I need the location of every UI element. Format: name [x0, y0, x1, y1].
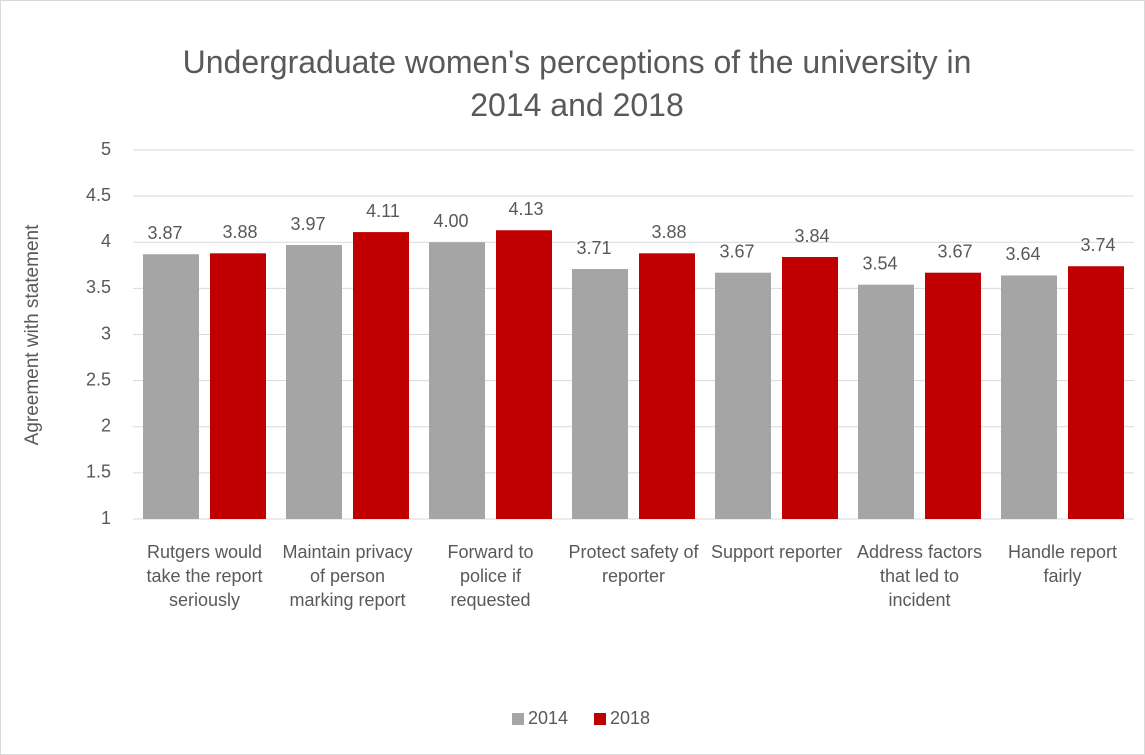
data-label: 3.88 [651, 222, 686, 242]
bar [715, 272, 771, 519]
y-tick-label: 2.5 [86, 369, 111, 389]
bar [858, 284, 914, 519]
bar [429, 242, 485, 519]
legend-label: 2018 [610, 708, 650, 728]
data-label: 3.87 [147, 223, 182, 243]
data-label: 4.11 [366, 201, 400, 221]
x-tick-label: Maintain privacy of person marking repor… [282, 542, 413, 610]
x-tick-label: Protect safety of reporter [568, 542, 699, 586]
y-tick-label: 3 [101, 323, 111, 343]
data-label: 3.54 [862, 253, 897, 273]
y-tick-label: 1 [101, 508, 111, 528]
bar [782, 257, 838, 519]
data-label: 4.00 [433, 211, 468, 231]
y-tick-label: 2 [101, 416, 111, 436]
data-label: 3.74 [1080, 235, 1115, 255]
y-tick-label: 5 [101, 139, 111, 159]
y-tick-label: 4.5 [86, 185, 111, 205]
bar [496, 230, 552, 519]
data-label: 3.84 [794, 226, 829, 246]
data-label: 3.64 [1005, 244, 1040, 264]
bar [925, 272, 981, 519]
x-tick-label: Rutgers would take the report seriously [146, 542, 263, 610]
bar [353, 232, 409, 520]
legend-swatch [594, 713, 606, 725]
data-label: 3.67 [719, 241, 754, 261]
bar [639, 253, 695, 519]
data-label: 3.71 [576, 238, 611, 258]
y-tick-label: 1.5 [86, 462, 111, 482]
legend-swatch [512, 713, 524, 725]
data-label: 3.97 [290, 214, 325, 234]
y-tick-label: 3.5 [86, 277, 111, 297]
y-tick-label: 4 [101, 231, 111, 251]
bar [210, 253, 266, 519]
x-tick-label: Address factors that led to incident [856, 542, 983, 610]
y-axis-label: Agreement with statement [22, 224, 43, 445]
data-label: 3.88 [222, 222, 257, 242]
bar [1068, 266, 1124, 519]
bar [572, 269, 628, 519]
data-label: 4.13 [508, 199, 543, 219]
data-label: 3.67 [937, 241, 972, 261]
bar [286, 245, 342, 519]
chart-title: Undergraduate women's perceptions of the… [183, 44, 972, 123]
legend-label: 2014 [528, 708, 568, 728]
bar [143, 254, 199, 519]
x-tick-label: Support reporter [710, 542, 843, 562]
x-tick-label: Forward to police if requested [447, 542, 534, 610]
bar [1001, 275, 1057, 519]
x-tick-label: Handle report fairly [1007, 542, 1118, 586]
